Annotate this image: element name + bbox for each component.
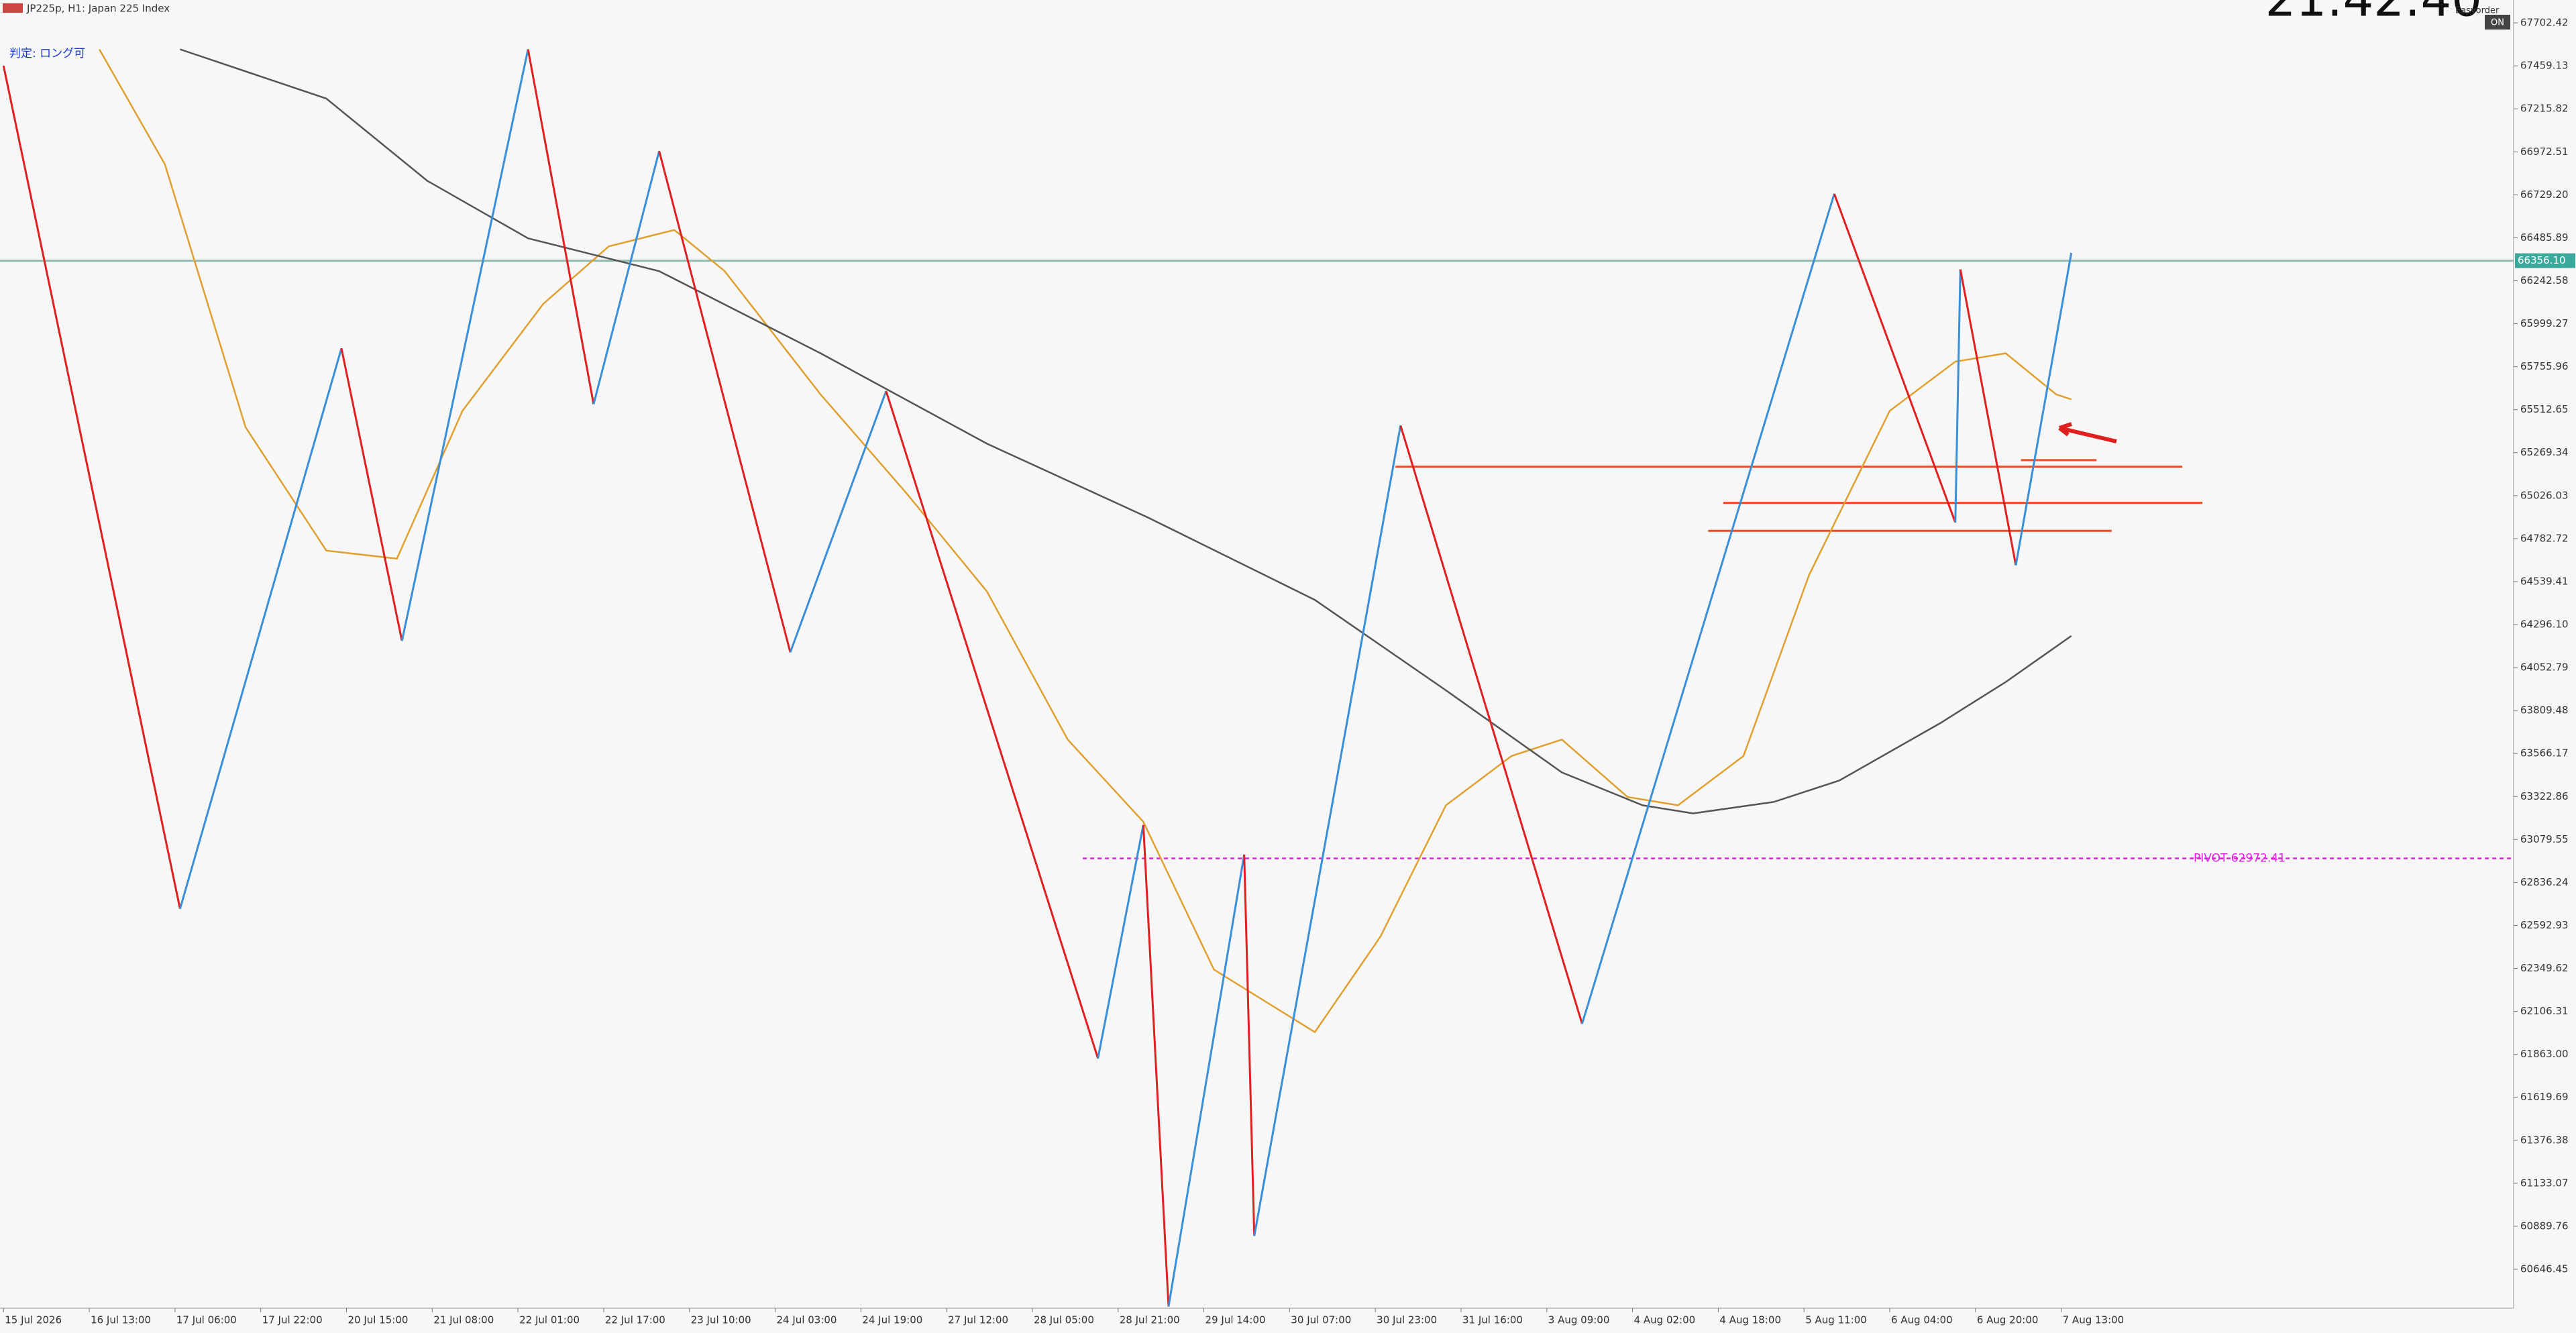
- x-tick-label: 20 Jul 15:00: [347, 1314, 408, 1326]
- y-tick-label: 65269.34: [2520, 446, 2569, 458]
- y-tick-label: 63322.86: [2520, 790, 2569, 802]
- zigzag-segment: [178, 348, 343, 910]
- on-button-label[interactable]: ON: [2491, 18, 2504, 28]
- zigzag-segment: [658, 150, 792, 653]
- y-tick-label: 66242.58: [2520, 274, 2569, 286]
- x-tick-label: 4 Aug 02:00: [1634, 1314, 1696, 1326]
- signal-text: 判定: ロング可: [9, 47, 85, 60]
- y-tick-label: 65755.96: [2520, 360, 2569, 372]
- x-tick-label: 28 Jul 21:00: [1120, 1314, 1180, 1326]
- x-tick-label: 22 Jul 17:00: [605, 1314, 665, 1326]
- on-button[interactable]: [2485, 15, 2510, 30]
- x-tick-label: 15 Jul 2026: [5, 1314, 62, 1326]
- y-tick-label: 64296.10: [2520, 619, 2569, 631]
- x-tick-label: 31 Jul 16:00: [1462, 1314, 1523, 1326]
- x-tick-label: 7 Aug 13:00: [2063, 1314, 2125, 1326]
- zigzag-segment: [2015, 252, 2073, 566]
- zigzag-segment: [1580, 193, 1835, 1024]
- x-tick-label: 30 Jul 07:00: [1291, 1314, 1351, 1326]
- y-tick-label: 67459.13: [2520, 60, 2569, 72]
- x-tick-label: 4 Aug 18:00: [1719, 1314, 1781, 1326]
- x-tick-label: 23 Jul 10:00: [691, 1314, 751, 1326]
- y-tick-label: 64782.72: [2520, 532, 2569, 544]
- pivot-label: PIVOT 62972.41: [2194, 852, 2286, 865]
- y-tick-label: 64052.79: [2520, 661, 2569, 674]
- x-tick-label: 27 Jul 12:00: [948, 1314, 1008, 1326]
- x-tick-label: 22 Jul 01:00: [519, 1314, 580, 1326]
- zigzag-segment: [2, 65, 181, 909]
- arrow-annotation: [2058, 422, 2117, 443]
- zigzag-segment: [1833, 193, 1957, 523]
- y-tick-label: 63566.17: [2520, 747, 2569, 759]
- x-tick-label: 5 Aug 11:00: [1805, 1314, 1867, 1326]
- symbol-icon: [3, 3, 23, 13]
- clock: 21:42:40: [2265, 0, 2482, 28]
- current-price-label: 66356.10: [2518, 254, 2566, 266]
- zigzag-segment: [1954, 269, 1962, 523]
- x-tick-label: 17 Jul 06:00: [176, 1314, 237, 1326]
- x-tick-label: 3 Aug 09:00: [1548, 1314, 1610, 1326]
- chart-title: JP225p, H1: Japan 225 Index: [26, 3, 170, 15]
- zigzag-segment: [1167, 854, 1246, 1307]
- x-tick-label: 21 Jul 08:00: [433, 1314, 494, 1326]
- easyorder-label: Easyorder: [2455, 6, 2500, 16]
- y-tick-label: 63079.55: [2520, 833, 2569, 845]
- y-tick-label: 64539.41: [2520, 575, 2569, 587]
- zigzag-segment: [1399, 425, 1583, 1024]
- y-tick-label: 61863.00: [2520, 1048, 2569, 1060]
- zigzag-segment: [885, 390, 1099, 1059]
- moving-average: [180, 48, 2072, 814]
- y-tick-label: 66485.89: [2520, 231, 2569, 244]
- zigzag-segment: [1097, 824, 1144, 1059]
- y-tick-label: 67215.82: [2520, 103, 2569, 115]
- y-tick-label: 65999.27: [2520, 317, 2569, 329]
- y-tick-label: 62836.24: [2520, 876, 2569, 888]
- y-tick-label: 67702.42: [2520, 17, 2569, 29]
- y-tick-label: 62349.62: [2520, 962, 2569, 974]
- x-tick-label: 24 Jul 19:00: [862, 1314, 922, 1326]
- zigzag-segment: [789, 390, 888, 653]
- y-tick-label: 61376.38: [2520, 1134, 2569, 1146]
- zigzag-segment: [1959, 269, 2017, 566]
- zigzag-segment: [527, 49, 595, 405]
- y-tick-label: 65026.03: [2520, 489, 2569, 501]
- x-tick-label: 6 Aug 04:00: [1891, 1314, 1953, 1326]
- y-tick-label: 61133.07: [2520, 1177, 2569, 1189]
- y-tick-label: 62106.31: [2520, 1005, 2569, 1017]
- y-tick-label: 65512.65: [2520, 403, 2569, 415]
- y-tick-label: 60646.45: [2520, 1263, 2569, 1275]
- x-tick-label: 29 Jul 14:00: [1205, 1314, 1266, 1326]
- y-tick-label: 63809.48: [2520, 704, 2569, 716]
- y-tick-label: 66729.20: [2520, 189, 2569, 201]
- zigzag-segment: [340, 348, 403, 641]
- x-tick-label: 16 Jul 13:00: [91, 1314, 151, 1326]
- current-price-box: [2515, 253, 2575, 268]
- y-tick-label: 62592.93: [2520, 919, 2569, 931]
- x-tick-label: 6 Aug 20:00: [1977, 1314, 2039, 1326]
- y-tick-label: 66972.51: [2520, 146, 2569, 158]
- x-tick-label: 24 Jul 03:00: [777, 1314, 837, 1326]
- zigzag-segment: [1243, 854, 1256, 1236]
- x-tick-label: 30 Jul 23:00: [1377, 1314, 1437, 1326]
- zigzag-segment: [400, 49, 529, 641]
- zigzag-segment: [592, 150, 661, 405]
- y-tick-label: 60889.76: [2520, 1220, 2569, 1232]
- moving-average: [99, 48, 2072, 1034]
- x-tick-label: 28 Jul 05:00: [1034, 1314, 1094, 1326]
- y-tick-label: 61619.69: [2520, 1091, 2569, 1103]
- zigzag-segment: [1253, 425, 1402, 1236]
- zigzag-segment: [1142, 824, 1170, 1307]
- x-tick-label: 17 Jul 22:00: [262, 1314, 323, 1326]
